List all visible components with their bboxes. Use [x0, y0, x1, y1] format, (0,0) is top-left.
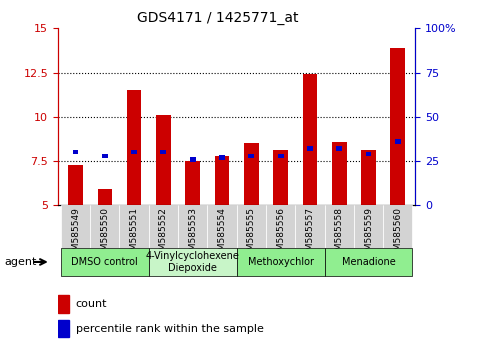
Bar — [395, 139, 401, 144]
Text: DMSO control: DMSO control — [71, 257, 138, 267]
FancyBboxPatch shape — [207, 205, 237, 248]
FancyBboxPatch shape — [266, 205, 295, 248]
Text: GSM585552: GSM585552 — [159, 207, 168, 262]
Bar — [302, 74, 317, 205]
Text: Menadione: Menadione — [341, 257, 396, 267]
FancyBboxPatch shape — [61, 248, 149, 276]
Bar — [248, 154, 254, 158]
FancyBboxPatch shape — [325, 205, 354, 248]
Bar — [273, 150, 288, 205]
Bar — [68, 165, 83, 205]
Text: agent: agent — [5, 257, 37, 267]
Bar — [102, 154, 108, 158]
FancyBboxPatch shape — [149, 248, 237, 276]
Bar — [127, 90, 142, 205]
FancyBboxPatch shape — [237, 248, 325, 276]
Bar — [58, 320, 69, 337]
FancyBboxPatch shape — [325, 248, 412, 276]
Text: GSM585551: GSM585551 — [129, 207, 139, 262]
Bar — [307, 147, 313, 151]
Text: 4-Vinylcyclohexene
Diepoxide: 4-Vinylcyclohexene Diepoxide — [146, 251, 240, 273]
Bar — [361, 150, 376, 205]
FancyBboxPatch shape — [178, 205, 207, 248]
Bar — [366, 152, 371, 156]
Bar — [215, 156, 229, 205]
Text: GSM585554: GSM585554 — [217, 207, 227, 262]
Bar — [336, 147, 342, 151]
Bar — [332, 142, 346, 205]
Bar — [72, 150, 78, 154]
FancyBboxPatch shape — [90, 205, 119, 248]
Text: GSM585559: GSM585559 — [364, 207, 373, 262]
FancyBboxPatch shape — [237, 205, 266, 248]
Bar — [156, 115, 171, 205]
Bar — [278, 154, 284, 158]
Bar — [185, 161, 200, 205]
Text: GSM585555: GSM585555 — [247, 207, 256, 262]
Text: percentile rank within the sample: percentile rank within the sample — [76, 324, 264, 334]
Text: count: count — [76, 299, 107, 309]
Bar — [244, 143, 258, 205]
Bar — [219, 155, 225, 160]
FancyBboxPatch shape — [354, 205, 383, 248]
Text: GSM585558: GSM585558 — [335, 207, 344, 262]
FancyBboxPatch shape — [119, 205, 149, 248]
FancyBboxPatch shape — [295, 205, 325, 248]
Bar — [190, 157, 196, 161]
FancyBboxPatch shape — [149, 205, 178, 248]
FancyBboxPatch shape — [383, 205, 412, 248]
Text: GSM585556: GSM585556 — [276, 207, 285, 262]
Text: GDS4171 / 1425771_at: GDS4171 / 1425771_at — [137, 11, 298, 25]
Bar — [58, 295, 69, 313]
Text: GSM585560: GSM585560 — [393, 207, 402, 262]
Text: Methoxychlor: Methoxychlor — [248, 257, 313, 267]
Text: GSM585549: GSM585549 — [71, 207, 80, 262]
Bar — [160, 150, 166, 154]
Bar — [390, 48, 405, 205]
FancyBboxPatch shape — [61, 205, 90, 248]
Bar — [131, 150, 137, 154]
Bar — [98, 189, 112, 205]
Text: GSM585553: GSM585553 — [188, 207, 197, 262]
Text: GSM585557: GSM585557 — [305, 207, 314, 262]
Text: GSM585550: GSM585550 — [100, 207, 109, 262]
